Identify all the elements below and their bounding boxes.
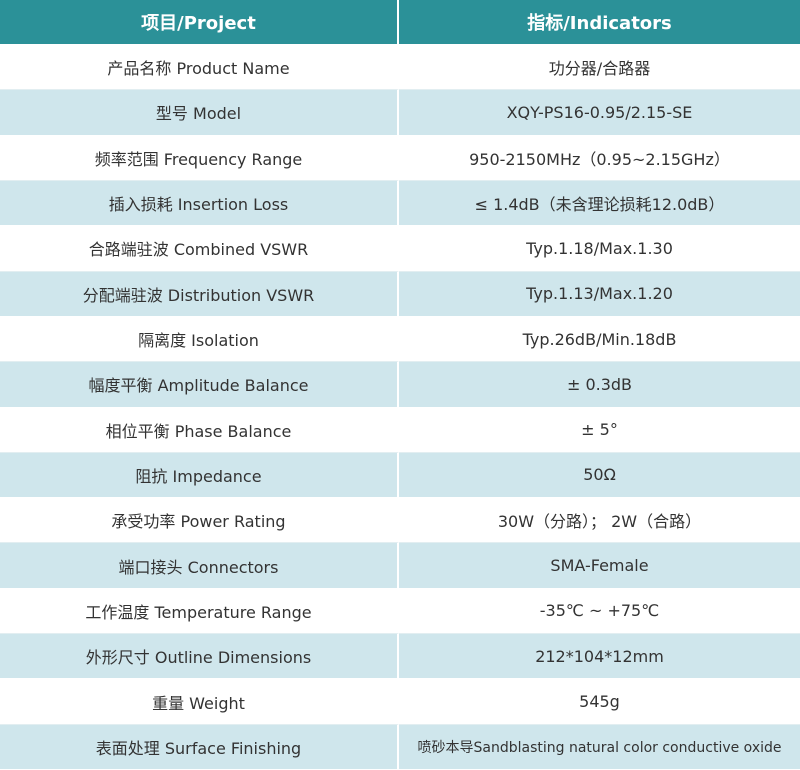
header-cell: 项目/Project xyxy=(0,0,399,45)
table-cell: ± 5° xyxy=(399,407,800,453)
table-cell: 950-2150MHz（0.95~2.15GHz） xyxy=(399,135,800,181)
table-cell: 工作温度 Temperature Range xyxy=(0,588,399,635)
table-cell: SMA-Female xyxy=(399,543,800,589)
header-cell: 指标/Indicators xyxy=(399,0,800,45)
table-cell: 545g xyxy=(399,679,800,725)
table-cell: 插入损耗 Insertion Loss xyxy=(0,180,399,227)
table-cell: 幅度平衡 Amplitude Balance xyxy=(0,362,399,408)
table-cell: 功分器/合路器 xyxy=(399,45,800,91)
table-cell: 承受功率 Power Rating xyxy=(0,498,399,544)
table-cell: 重量 Weight xyxy=(0,679,399,725)
table-cell: 型号 Model xyxy=(0,90,399,136)
table-cell: Typ.26dB/Min.18dB xyxy=(399,316,800,363)
table-cell: 喷砂本导Sandblasting natural color conductiv… xyxy=(399,724,800,770)
table-cell: ± 0.3dB xyxy=(399,362,800,408)
table-cell: 阻抗 Impedance xyxy=(0,452,399,499)
table-cell: 30W（分路）； 2W（合路） xyxy=(399,498,800,544)
table-cell: 产品名称 Product Name xyxy=(0,45,399,91)
table-cell: 隔离度 Isolation xyxy=(0,316,399,363)
table-cell: -35℃ ~ +75℃ xyxy=(399,588,800,635)
table-cell: 外形尺寸 Outline Dimensions xyxy=(0,634,399,680)
table-cell: 频率范围 Frequency Range xyxy=(0,135,399,181)
table-cell: Typ.1.18/Max.1.30 xyxy=(399,226,800,272)
table-cell: XQY-PS16-0.95/2.15-SE xyxy=(399,90,800,136)
table-cell: 212*104*12mm xyxy=(399,634,800,680)
table-cell: ≤ 1.4dB（未含理论损耗12.0dB） xyxy=(399,180,800,227)
table-cell: Typ.1.13/Max.1.20 xyxy=(399,271,800,317)
table-cell: 表面处理 Surface Finishing xyxy=(0,724,399,770)
table-cell: 端口接头 Connectors xyxy=(0,543,399,589)
table-cell: 合路端驻波 Combined VSWR xyxy=(0,226,399,272)
table-cell: 相位平衡 Phase Balance xyxy=(0,407,399,453)
table-cell: 分配端驻波 Distribution VSWR xyxy=(0,271,399,317)
table-cell: 50Ω xyxy=(399,452,800,499)
